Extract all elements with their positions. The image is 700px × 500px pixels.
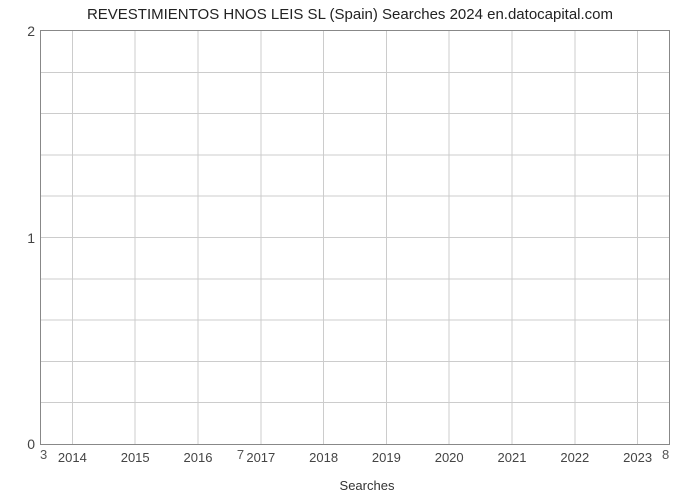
legend: Searches [0, 478, 700, 493]
x-tick: 2020 [435, 450, 464, 465]
plot-area [40, 30, 670, 445]
chart-container: REVESTIMIENTOS HNOS LEIS SL (Spain) Sear… [0, 0, 700, 500]
x-tick: 2022 [560, 450, 589, 465]
x-tick: 2015 [121, 450, 150, 465]
plot-svg [41, 31, 669, 444]
chart-title: REVESTIMIENTOS HNOS LEIS SL (Spain) Sear… [0, 6, 700, 23]
x-tick: 2021 [498, 450, 527, 465]
corner-label-bottom-right: 8 [662, 447, 669, 462]
y-tick: 2 [5, 23, 35, 39]
legend-label: Searches [340, 478, 395, 493]
x-tick: 2019 [372, 450, 401, 465]
y-tick: 1 [5, 230, 35, 246]
x-tick: 2017 [246, 450, 275, 465]
x-tick: 2014 [58, 450, 87, 465]
y-tick: 0 [5, 436, 35, 452]
x-tick: 2023 [623, 450, 652, 465]
corner-label-bottom-left: 3 [40, 447, 47, 462]
corner-label-under-peak: 7 [237, 447, 244, 462]
x-tick: 2016 [184, 450, 213, 465]
x-tick: 2018 [309, 450, 338, 465]
